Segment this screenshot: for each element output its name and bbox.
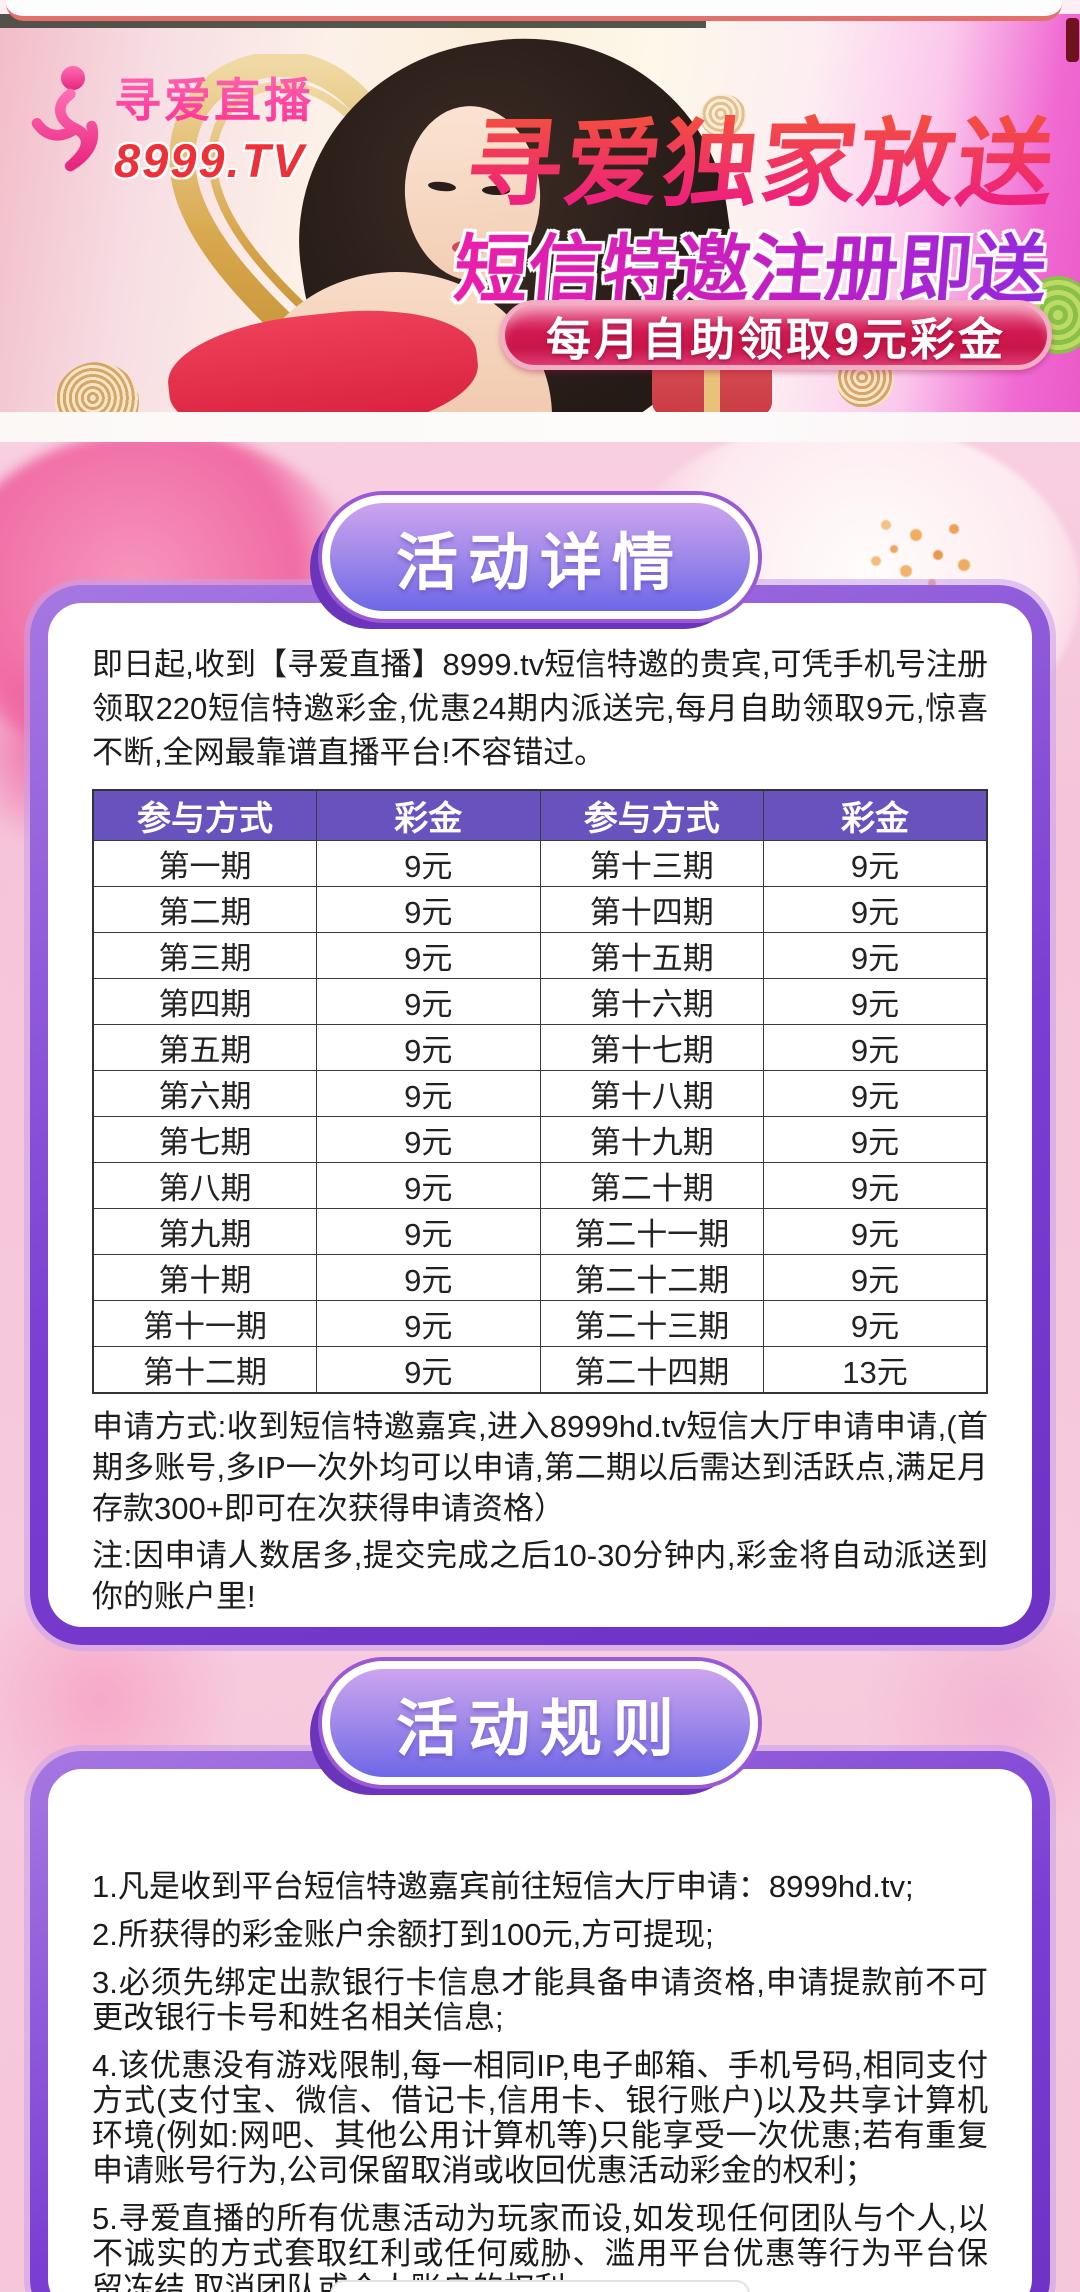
- section-title-rules-text: 活动规则: [395, 1695, 684, 1764]
- flower-stamen-decoration: [890, 545, 898, 553]
- rule-item: 3.必须先绑定出款银行卡信息才能具备申请资格,申请提款前不可更改银行卡号和姓名相…: [92, 1965, 988, 2035]
- table-cell: 9元: [763, 840, 988, 887]
- table-cell: 9元: [316, 1254, 541, 1301]
- table-cell: 9元: [763, 1162, 988, 1209]
- table-cell: 第六期: [92, 1070, 317, 1117]
- table-cell: 第十四期: [539, 886, 764, 933]
- table-cell: 9元: [316, 1116, 541, 1163]
- table-cell: 13元: [763, 1346, 988, 1394]
- table-cell: 第二十期: [539, 1162, 764, 1209]
- table-cell: 9元: [316, 1300, 541, 1347]
- table-cell: 9元: [316, 1346, 541, 1394]
- table-cell: 第十七期: [539, 1024, 764, 1071]
- table-row: 第四期 9元 第十六期 9元: [92, 978, 988, 1025]
- table-cell: 9元: [316, 1208, 541, 1255]
- dispatch-note-text: 注:因申请人数居多,提交完成之后10-30分钟内,彩金将自动派送到你的账户里!: [92, 1538, 988, 1614]
- details-card: 即日起,收到【寻爱直播】8999.tv短信特邀的贵宾,可凭手机号注册领取220短…: [30, 585, 1050, 1645]
- rule-item: 5.寻爱直播的所有优惠活动为玩家而设,如发现任何团队与个人,以不诚实的方式套取红…: [92, 2201, 988, 2292]
- table-cell: 第二十四期: [539, 1346, 764, 1394]
- gold-shell-decoration: [700, 94, 746, 138]
- table-header-cell: 参与方式: [92, 789, 317, 841]
- top-corner-decoration: [1066, 18, 1079, 62]
- table-cell: 第二十三期: [539, 1300, 764, 1347]
- table-header-cell: 彩金: [763, 789, 988, 841]
- table-cell: 第十二期: [92, 1346, 317, 1394]
- table-cell: 第十三期: [539, 840, 764, 887]
- rule-item: 4.该优惠没有游戏限制,每一相同IP,电子邮箱、手机号码,相同支付方式(支付宝、…: [92, 2048, 988, 2188]
- table-cell: 9元: [316, 1024, 541, 1071]
- table-cell: 第十一期: [92, 1300, 317, 1347]
- table-cell: 9元: [763, 1116, 988, 1163]
- table-row: 第十一期 9元 第二十三期 9元: [92, 1300, 988, 1347]
- table-header-cell: 参与方式: [539, 789, 764, 841]
- banner-bonus-pill: 每月自助领取9元彩金: [500, 300, 1052, 370]
- table-row: 第八期 9元 第二十期 9元: [92, 1162, 988, 1209]
- table-cell: 第五期: [92, 1024, 317, 1071]
- table-header-cell: 彩金: [316, 789, 541, 841]
- table-cell: 9元: [763, 932, 988, 979]
- table-row: 第七期 9元 第十九期 9元: [92, 1116, 988, 1163]
- bottom-sheet[interactable]: [330, 2280, 750, 2292]
- table-cell: 第二十一期: [539, 1208, 764, 1255]
- logo-girl-icon: [31, 66, 99, 172]
- table-cell: 第四期: [92, 978, 317, 1025]
- table-cell: 9元: [316, 886, 541, 933]
- section-title-details-text: 活动详情: [395, 529, 684, 598]
- table-cell: 第三期: [92, 932, 317, 979]
- table-row: 第三期 9元 第十五期 9元: [92, 932, 988, 979]
- table-cell: 9元: [763, 1208, 988, 1255]
- table-cell: 9元: [316, 1070, 541, 1117]
- section-title-details: 活动详情: [322, 495, 758, 619]
- table-cell: 9元: [763, 978, 988, 1025]
- table-header-row: 参与方式 彩金 参与方式 彩金: [92, 789, 988, 841]
- table-row: 第五期 9元 第十七期 9元: [92, 1024, 988, 1071]
- table-cell: 第十五期: [539, 932, 764, 979]
- table-cell: 第二十二期: [539, 1254, 764, 1301]
- site-logo[interactable]: 寻爱直播 8999.TV: [22, 62, 314, 188]
- gift-decoration: [700, 242, 709, 328]
- table-cell: 9元: [763, 886, 988, 933]
- table-cell: 第七期: [92, 1116, 317, 1163]
- rule-item: 2.所获得的彩金账户余额打到100元,方可提现;: [92, 1917, 714, 1952]
- table-cell: 9元: [763, 1254, 988, 1301]
- table-row: 第一期 9元 第十三期 9元: [92, 840, 988, 887]
- apply-method-text: 申请方式:收到短信特邀嘉宾,进入8999hd.tv短信大厅申请申请,(首期多账号…: [92, 1409, 988, 1526]
- banner-bottom-strip: [0, 412, 1080, 442]
- section-title-rules: 活动规则: [322, 1661, 758, 1785]
- rules-list: 1.凡是收到平台短信特邀嘉宾前往短信大厅申请：8999hd.tv; 2.所获得的彩…: [92, 1869, 988, 2292]
- table-row: 第九期 9元 第二十一期 9元: [92, 1208, 988, 1255]
- banner-headline-1: 寻爱独家放送: [455, 86, 1070, 225]
- table-cell: 第十期: [92, 1254, 317, 1301]
- promo-banner: 寻爱直播 8999.TV 寻爱独家放送 短信特邀注册即送 每月自助领取9元彩金: [0, 14, 1080, 412]
- bonus-table-body: 第一期 9元 第十三期 9元 第二期 9元 第十四期 9元 第三期 9元 第十五期 9元 第四期 9元 第十…: [92, 840, 988, 1394]
- table-cell: 第九期: [92, 1208, 317, 1255]
- table-row: 第十二期 9元 第二十四期 13元: [92, 1346, 988, 1394]
- table-cell: 第一期: [92, 840, 317, 887]
- table-cell: 第十八期: [539, 1070, 764, 1117]
- table-cell: 9元: [316, 932, 541, 979]
- bonus-table: 参与方式 彩金 参与方式 彩金 第一期 9元 第十三期 9元 第二期 9元 第十四期 9元 第三…: [92, 789, 988, 1394]
- table-cell: 第十九期: [539, 1116, 764, 1163]
- table-cell: 9元: [316, 978, 541, 1025]
- table-cell: 9元: [763, 1024, 988, 1071]
- details-intro-text: 即日起,收到【寻爱直播】8999.tv短信特邀的贵宾,可凭手机号注册领取220短…: [92, 647, 988, 770]
- logo-domain-text: 8999.TV: [114, 134, 306, 187]
- logo-brand-text: 寻爱直播: [114, 62, 314, 131]
- table-cell: 第二期: [92, 886, 317, 933]
- table-row: 第六期 9元 第十八期 9元: [92, 1070, 988, 1117]
- rules-card: 1.凡是收到平台短信特邀嘉宾前往短信大厅申请：8999hd.tv; 2.所获得的彩…: [30, 1751, 1050, 2292]
- model-lips: [452, 240, 488, 255]
- table-cell: 9元: [763, 1300, 988, 1347]
- gold-shell-decoration: [55, 362, 139, 412]
- table-cell: 9元: [316, 1162, 541, 1209]
- table-row: 第二期 9元 第十四期 9元: [92, 886, 988, 933]
- top-sheet-edge: [6, 0, 1062, 21]
- banner-pill-text: 每月自助领取9元彩金: [545, 313, 1007, 365]
- rule-item: 1.凡是收到平台短信特邀嘉宾前往短信大厅申请：8999hd.tv;: [92, 1869, 914, 1904]
- table-row: 第十期 9元 第二十二期 9元: [92, 1254, 988, 1301]
- table-cell: 9元: [316, 840, 541, 887]
- table-cell: 第八期: [92, 1162, 317, 1209]
- table-cell: 9元: [763, 1070, 988, 1117]
- table-cell: 第十六期: [539, 978, 764, 1025]
